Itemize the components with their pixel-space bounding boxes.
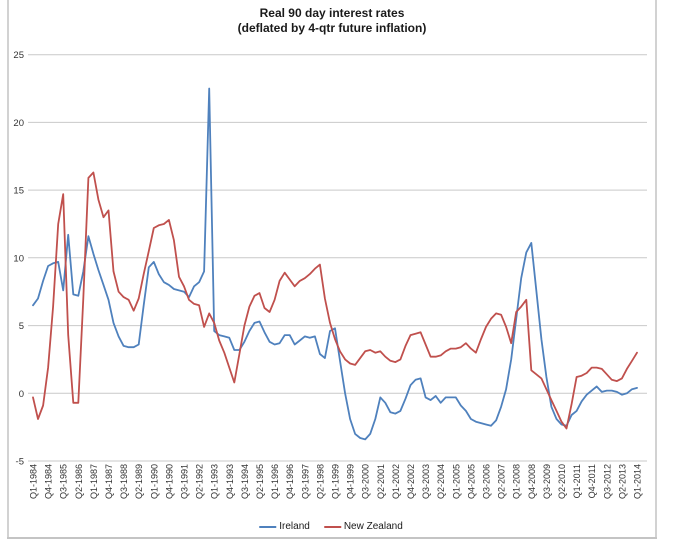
x-axis-label: Q1-1984 <box>29 464 39 499</box>
y-axis-label: 0 <box>19 389 24 400</box>
chart-frame-left <box>7 0 9 538</box>
series-ireland-line <box>32 87 638 441</box>
y-axis-label: 5 <box>19 321 24 332</box>
legend-item-new-zealand: New Zealand <box>323 521 403 532</box>
ireland-line-swatch <box>259 525 277 528</box>
y-axis-label: 15 <box>13 186 24 197</box>
x-axis-label: Q2-1992 <box>195 464 205 499</box>
x-axis-label: Q3-1997 <box>300 464 310 499</box>
legend: Ireland New Zealand <box>259 521 403 532</box>
gridlines <box>28 54 647 462</box>
x-axis-label: Q1-1993 <box>210 464 220 499</box>
x-axis-label: Q4-1996 <box>285 464 295 499</box>
x-axis-label: Q2-1998 <box>315 464 325 499</box>
x-axis-label: Q1-2002 <box>391 464 401 499</box>
x-axis-label: Q4-2002 <box>406 464 416 499</box>
x-axis-label: Q2-2004 <box>436 464 446 499</box>
title-block: Real 90 day interest rates (deflated by … <box>0 6 664 36</box>
y-axis-label: 25 <box>13 50 24 61</box>
y-axis-label: -5 <box>16 457 24 468</box>
y-axis-label: 20 <box>13 118 24 129</box>
new-zealand-line-swatch <box>323 525 341 528</box>
legend-label-ireland: Ireland <box>279 521 310 532</box>
x-axis-label: Q2-1995 <box>255 464 265 499</box>
x-axis-label: Q1-1999 <box>331 464 341 499</box>
x-axis-label: Q4-1999 <box>346 464 356 499</box>
y-axis-label: 10 <box>13 253 24 264</box>
x-axis-label: Q4-1993 <box>225 464 235 499</box>
x-axis-label: Q4-1987 <box>104 464 114 499</box>
x-axis-label: Q4-1990 <box>164 464 174 499</box>
x-axis-label: Q1-2014 <box>633 464 643 499</box>
x-axis-label: Q2-1989 <box>134 464 144 499</box>
x-axis-label: Q4-2011 <box>587 464 597 498</box>
x-axis-label: Q2-1986 <box>74 464 84 499</box>
x-axis-label: Q3-1985 <box>59 464 69 499</box>
chart-frame-bottom <box>7 537 657 539</box>
x-axis-label: Q4-1984 <box>44 464 54 499</box>
x-axis-labels: Q1-1984 Q4-1984 Q3-1985 Q2-1986 Q1-1987 Q4-19… <box>29 464 643 499</box>
chart-subtitle: (deflated by 4-qtr future inflation) <box>237 21 427 35</box>
x-axis-label: Q4-2008 <box>527 464 537 499</box>
x-axis-label: Q3-1994 <box>240 464 250 499</box>
x-axis-label: Q1-2011 <box>572 464 582 498</box>
legend-item-ireland: Ireland <box>259 521 310 532</box>
x-axis-label: Q1-2005 <box>451 464 461 499</box>
x-axis-label: Q3-2000 <box>361 464 371 499</box>
x-axis-label: Q2-2010 <box>557 464 567 499</box>
series-lines <box>32 87 638 441</box>
chart-frame-right <box>655 0 657 538</box>
chart-title: Real 90 day interest rates <box>259 6 405 20</box>
x-axis-label: Q3-1988 <box>119 464 129 499</box>
x-axis-label: Q4-2005 <box>466 464 476 499</box>
x-axis-label: Q2-2001 <box>376 464 386 499</box>
x-axis-label: Q2-2007 <box>497 464 507 499</box>
legend-label-new-zealand: New Zealand <box>343 521 403 532</box>
x-axis-label: Q3-2009 <box>542 464 552 499</box>
x-axis-label: Q3-1991 <box>180 464 190 499</box>
x-axis-label: Q2-2013 <box>617 464 627 499</box>
y-axis-labels: -5 0 5 10 15 20 25 <box>13 50 24 467</box>
x-axis-label: Q1-1987 <box>89 464 99 499</box>
x-axis-label: Q3-2012 <box>602 464 612 499</box>
x-axis-label: Q1-1990 <box>149 464 159 499</box>
series-new-zealand-line <box>32 171 638 430</box>
x-axis-label: Q3-2006 <box>482 464 492 499</box>
x-axis-label: Q1-1996 <box>270 464 280 499</box>
x-axis-label: Q3-2003 <box>421 464 431 499</box>
x-axis-label: Q1-2008 <box>512 464 522 499</box>
